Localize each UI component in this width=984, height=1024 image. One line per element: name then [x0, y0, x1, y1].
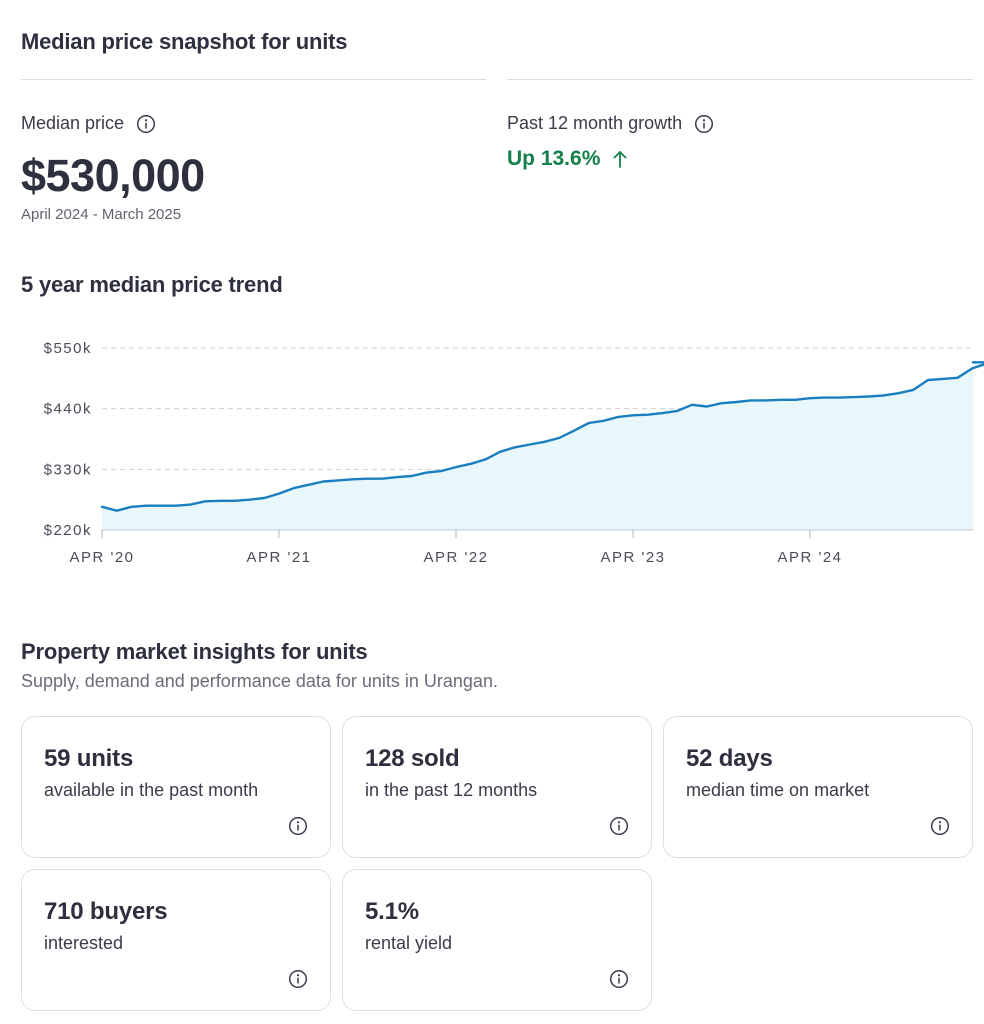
insight-desc: rental yield [365, 933, 453, 953]
price-trend-chart: $220k $330k $440k $550k APR '20 APR '21 APR '2… [44, 340, 984, 566]
insight-desc: in the past 12 months [365, 780, 538, 800]
growth-label: Past 12 month growth [507, 113, 683, 133]
insight-desc: median time on market [686, 780, 870, 800]
median-price-value: $530,000 [21, 150, 205, 201]
divider-right [507, 79, 973, 80]
price-area-fill [102, 362, 984, 530]
info-circle-icon[interactable] [609, 816, 629, 836]
growth-value: Up 13.6% [507, 147, 601, 170]
growth-label-row: Past 12 month growth [507, 113, 714, 134]
insight-card-rental-yield: 5.1% rental yield [342, 869, 652, 1011]
x-tick-label: APR '22 [423, 549, 488, 566]
insight-desc: interested [44, 933, 124, 953]
x-tick-label: APR '24 [777, 549, 842, 566]
median-price-period: April 2024 - March 2025 [21, 206, 182, 223]
insight-value: 5.1% [365, 898, 419, 925]
insight-card-days-on-market: 52 days median time on market [663, 716, 973, 858]
snapshot-title: Median price snapshot for units [21, 29, 348, 54]
median-price-label-row: Median price [21, 113, 156, 134]
insight-desc: available in the past month [44, 780, 259, 800]
median-price-label: Median price [21, 113, 125, 133]
arrow-up-icon [612, 150, 628, 168]
insight-value: 710 buyers [44, 898, 168, 925]
x-tick-label: APR '20 [69, 549, 134, 566]
info-circle-icon[interactable] [288, 969, 308, 989]
insight-value: 59 units [44, 745, 134, 772]
insight-card-available: 59 units available in the past month [21, 716, 331, 858]
x-tick-label: APR '21 [246, 549, 311, 566]
insights-title: Property market insights for units [21, 639, 368, 664]
insights-subtitle: Supply, demand and performance data for … [21, 671, 498, 691]
insight-card-sold: 128 sold in the past 12 months [342, 716, 652, 858]
info-circle-icon[interactable] [930, 816, 950, 836]
y-tick-label: $440k [44, 401, 92, 418]
divider-left [21, 79, 486, 80]
growth-value-row: Up 13.6% [507, 147, 628, 171]
insight-card-buyers: 710 buyers interested [21, 869, 331, 1011]
y-tick-label: $330k [44, 461, 92, 478]
info-circle-icon[interactable] [694, 114, 714, 134]
x-tick-label: APR '23 [600, 549, 665, 566]
info-circle-icon[interactable] [136, 114, 156, 134]
price-trend-line [100, 361, 984, 512]
insight-value: 52 days [686, 745, 773, 772]
y-tick-label: $550k [44, 340, 92, 357]
insight-value: 128 sold [365, 745, 460, 772]
info-circle-icon[interactable] [609, 969, 629, 989]
y-tick-label: $220k [44, 522, 92, 539]
info-circle-icon[interactable] [288, 816, 308, 836]
trend-title: 5 year median price trend [21, 272, 283, 297]
